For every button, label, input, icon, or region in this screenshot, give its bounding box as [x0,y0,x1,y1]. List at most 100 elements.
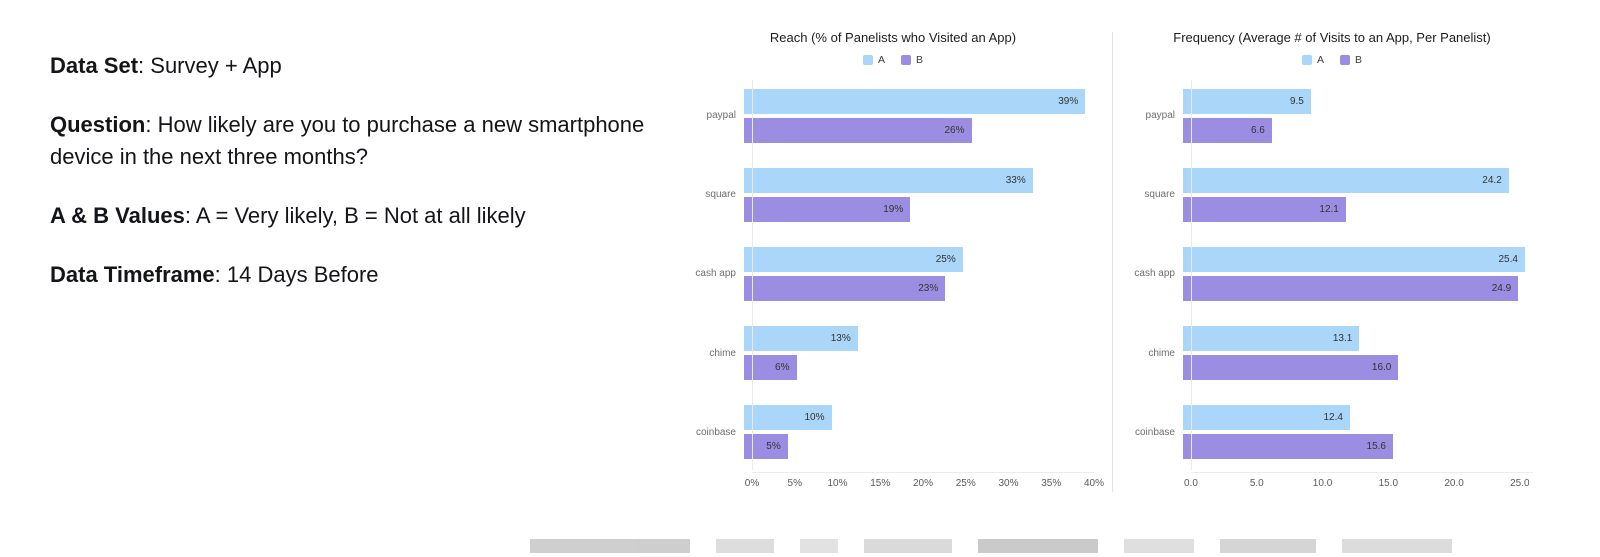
bar-pair: 13% 6% [744,326,1094,381]
bar-group-square: square 33% 19% [692,167,1094,222]
category-label: paypal [1145,110,1175,122]
x-tick-label: 0.0 [1184,478,1198,489]
bar-value-label: 13% [830,333,851,345]
legend-label-a: A [1316,54,1324,66]
bar-pair: 33% 19% [744,167,1094,222]
info-line-question: Question: How likely are you to purchase… [50,109,658,173]
x-tick-label: 5.0 [1249,478,1264,489]
legend-item-b: B [901,54,923,66]
bar-a-coinbase: 10% [744,405,832,431]
bar-b-cash-app: 23% [744,275,946,301]
bar-group-coinbase: coinbase 10% 5% [692,405,1094,460]
x-tick-label: 20.0 [1444,478,1464,489]
bar-value-label: 10% [804,412,825,424]
x-tick-label: 0% [744,478,760,489]
category-label: chime [709,347,736,359]
x-tick-label: 15% [870,478,891,489]
bar-value-label: 6.6 [1250,124,1265,136]
bar-value-label: 26% [944,124,965,136]
x-tick-label: 35% [1041,478,1062,489]
bar-b-cash-app: 24.9 [1183,275,1519,301]
category-label: coinbase [695,426,736,438]
info-label-timeframe: Data Timeframe [50,261,215,287]
cutoff-fragment [1220,539,1316,553]
info-text-dataset: : Survey + App [138,53,282,78]
bar-pair: 39% 26% [744,88,1094,143]
bar-pair: 10% 5% [744,405,1094,460]
x-tick-label: 10% [827,478,848,489]
info-line-ab-values: A & B Values: A = Very likely, B = Not a… [50,200,658,232]
cutoff-fragment [978,539,1098,553]
bar-a-chime: 13% [744,326,858,352]
bar-b-paypal: 6.6 [1183,117,1272,143]
legend-item-b: B [1340,54,1362,66]
bar-value-label: 9.5 [1289,95,1304,107]
cutoff-fragment [716,539,774,553]
bar-pair: 25% 23% [744,246,1094,301]
bar-pair: 9.5 6.6 [1183,88,1533,143]
bar-value-label: 33% [1005,174,1026,186]
bar-b-square: 19% [744,196,911,222]
bar-value-label: 13.1 [1332,333,1353,345]
legend-label-a: A [877,54,885,66]
bar-b-paypal: 26% [744,117,972,143]
bar-group-paypal: paypal 39% 26% [692,88,1094,143]
cutoff-fragment [1342,539,1452,553]
frequency-legend: A B [1131,54,1533,66]
bar-value-label: 39% [1058,95,1079,107]
bar-value-label: 16.0 [1371,362,1392,374]
bar-value-label: 6% [775,362,790,374]
bar-a-paypal: 9.5 [1183,88,1311,114]
x-tick-label: 5% [787,478,802,489]
x-tick-label: 25.0 [1510,478,1530,489]
x-tick-label: 10.0 [1312,478,1333,489]
category-label: chime [1148,347,1175,359]
bar-pair: 25.4 24.9 [1183,246,1533,301]
cutoff-fragment [1124,539,1194,553]
bar-group-chime: chime 13% 6% [692,326,1094,381]
info-label-dataset: Data Set [50,53,139,78]
frequency-chart: Frequency (Average # of Visits to an App… [1131,30,1533,492]
legend-swatch-b-icon [901,55,911,65]
bar-value-label: 5% [766,441,781,453]
legend-swatch-b-icon [1340,55,1350,65]
bar-a-paypal: 39% [744,88,1086,114]
legend-label-b: B [1355,54,1363,66]
charts-area: Reach (% of Panelists who Visited an App… [692,30,1533,492]
bar-b-coinbase: 15.6 [1183,434,1393,460]
x-tick-label: 30% [998,478,1019,489]
info-line-timeframe: Data Timeframe: 14 Days Before [50,259,658,291]
bar-value-label: 23% [918,282,939,294]
category-label: cash app [1134,268,1175,280]
info-label-ab-values: A & B Values [50,202,185,228]
category-label: square [1144,189,1175,201]
bar-pair: 12.4 15.6 [1183,405,1533,460]
bar-a-coinbase: 12.4 [1183,405,1350,431]
legend-item-a: A [862,54,885,66]
bar-value-label: 25% [935,253,956,265]
bar-value-label: 12.4 [1323,412,1343,424]
bar-a-cash-app: 25.4 [1183,246,1525,272]
reach-x-axis: 0% 5% 10% 15% 20% 25% 30% 35% 40% [745,472,1104,492]
charts-divider [1112,32,1113,492]
bar-group-coinbase: coinbase 12.4 15.6 [1131,405,1533,460]
cutoff-fragment [864,539,952,553]
cutoff-fragment [530,539,690,553]
bar-value-label: 25.4 [1498,253,1518,265]
frequency-chart-title: Frequency (Average # of Visits to an App… [1173,30,1491,45]
bar-group-square: square 24.2 12.1 [1131,167,1533,222]
bar-value-label: 24.9 [1491,282,1512,294]
bar-value-label: 19% [883,203,904,215]
bar-pair: 13.1 16.0 [1183,326,1533,381]
bar-group-cash-app: cash app 25.4 24.9 [1131,246,1533,301]
legend-swatch-a-icon [1301,55,1312,65]
info-line-dataset: Data Set: Survey + App [50,50,658,82]
bar-a-square: 33% [744,167,1033,193]
category-label: cash app [695,268,736,280]
x-tick-label: 20% [912,478,934,489]
cutoff-strip [530,539,1490,557]
info-text-question: : How likely are you to purchase a new s… [50,111,645,169]
legend-label-b: B [916,54,924,66]
bar-group-paypal: paypal 9.5 6.6 [1131,88,1533,143]
category-label: paypal [706,110,736,122]
